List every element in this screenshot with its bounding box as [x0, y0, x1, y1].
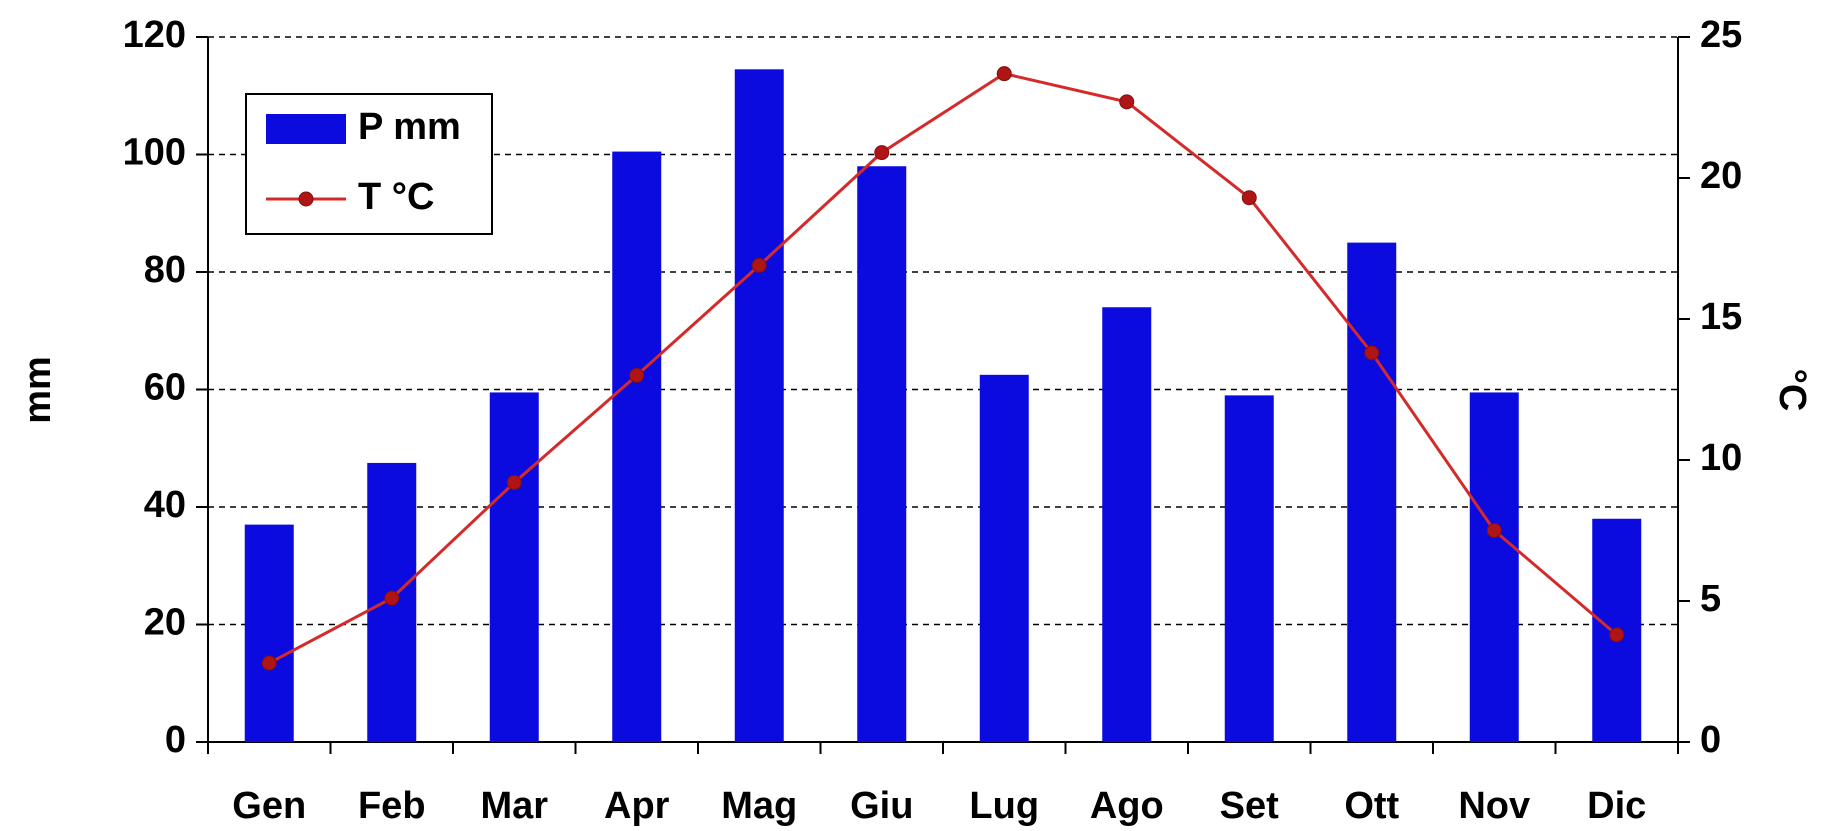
x-tick-label: Feb: [358, 785, 426, 827]
x-tick-label: Mar: [480, 785, 548, 827]
x-tick-label: Set: [1220, 785, 1279, 827]
bar: [244, 524, 294, 742]
legend-marker: [298, 191, 314, 207]
x-tick-label: Ott: [1344, 785, 1399, 827]
x-tick-label: Lug: [969, 785, 1039, 827]
y-tick-label: 40: [144, 484, 186, 526]
bar: [857, 166, 907, 742]
bar: [979, 374, 1029, 742]
bar: [1102, 307, 1152, 742]
marker: [384, 590, 400, 606]
marker: [629, 367, 645, 383]
y2-tick-label: 20: [1700, 155, 1742, 197]
bar: [612, 151, 662, 742]
legend-label: P mm: [358, 106, 461, 148]
y-tick-label: 100: [123, 132, 186, 174]
marker: [506, 475, 522, 491]
legend-swatch: [266, 114, 346, 144]
bar: [1224, 395, 1274, 742]
x-tick-label: Ago: [1090, 785, 1164, 827]
bar: [1347, 242, 1397, 742]
line: [268, 72, 1618, 665]
y-tick-label: 0: [165, 719, 186, 761]
bar: [489, 392, 539, 742]
x-tick-label: Dic: [1587, 785, 1646, 827]
marker: [1486, 523, 1502, 538]
y-axis-label: mm: [17, 356, 59, 424]
marker: [1119, 94, 1135, 110]
y-tick-label: 20: [144, 602, 186, 644]
x-tick-label: Giu: [850, 785, 913, 827]
marker: [261, 655, 277, 671]
marker: [751, 257, 767, 273]
bar: [1469, 392, 1519, 742]
marker: [996, 66, 1012, 82]
x-tick-label: Gen: [232, 785, 306, 827]
y-tick-label: 120: [123, 14, 186, 56]
y-tick-label: 80: [144, 249, 186, 291]
marker: [1364, 345, 1380, 361]
marker: [874, 145, 890, 161]
y2-tick-label: 15: [1700, 296, 1742, 338]
y2-tick-label: 0: [1700, 719, 1721, 761]
bar: [734, 69, 784, 742]
x-tick-label: Nov: [1458, 785, 1530, 827]
y2-tick-label: 25: [1700, 14, 1742, 56]
y2-tick-label: 10: [1700, 437, 1742, 479]
marker: [1609, 627, 1625, 643]
y2-axis-label: °C: [1771, 369, 1813, 412]
x-tick-label: Mag: [721, 785, 797, 827]
marker: [1241, 190, 1257, 206]
legend-label: T °C: [358, 176, 434, 218]
x-tick-label: Apr: [604, 785, 670, 827]
y2-tick-label: 5: [1700, 578, 1721, 620]
y-tick-label: 60: [144, 367, 186, 409]
